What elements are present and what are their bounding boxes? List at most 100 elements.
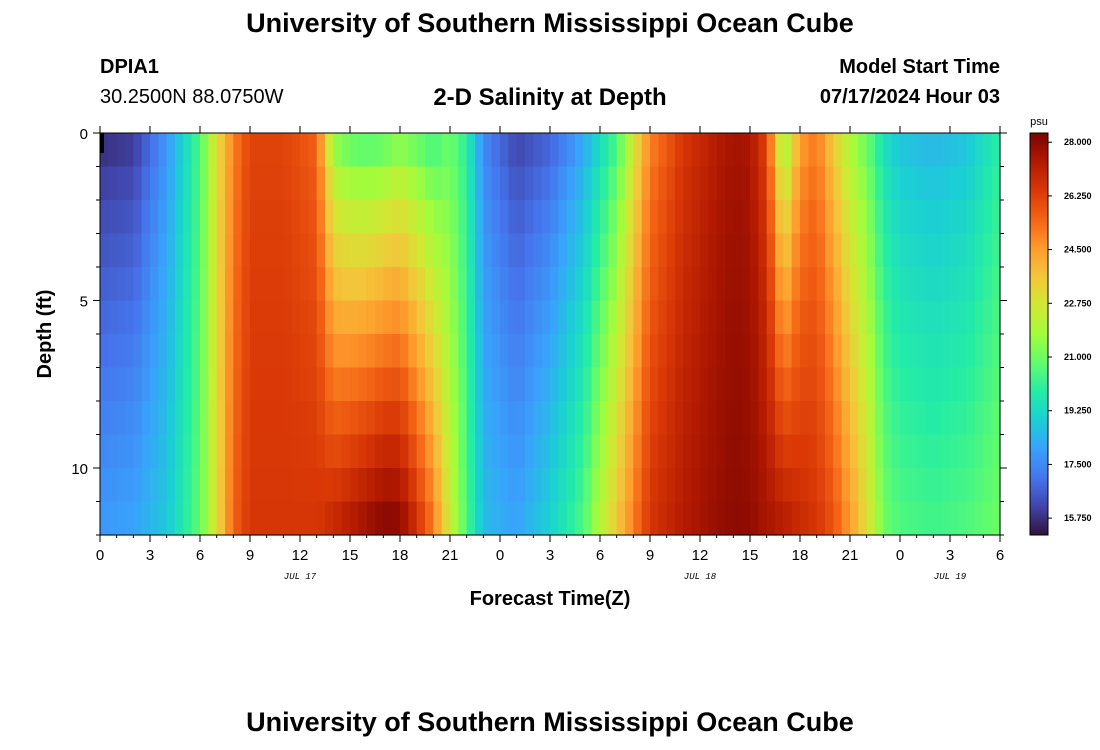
heatmap-cell xyxy=(808,233,818,268)
heatmap-cell xyxy=(916,367,926,402)
heatmap-cell xyxy=(500,401,509,436)
heatmap-cell xyxy=(675,401,684,436)
heatmap-cell xyxy=(375,133,384,168)
heatmap-cell xyxy=(650,233,659,268)
heatmap-cell xyxy=(816,233,826,268)
heatmap-cell xyxy=(708,401,718,436)
heatmap-cell xyxy=(783,166,793,201)
heatmap-cell xyxy=(775,367,784,402)
heatmap-cell xyxy=(108,133,118,168)
heatmap-cell xyxy=(191,267,201,302)
heatmap-cell xyxy=(408,401,418,436)
heatmap-cell xyxy=(925,501,934,536)
heatmap-cell xyxy=(216,133,226,168)
heatmap-cell xyxy=(583,200,593,235)
heatmap-cell xyxy=(350,401,359,436)
heatmap-cell xyxy=(766,334,776,369)
heatmap-cell xyxy=(241,133,251,168)
heatmap-cell xyxy=(141,133,151,168)
heatmap-cell xyxy=(500,166,509,201)
heatmap-cell xyxy=(533,267,543,302)
heatmap-cell xyxy=(975,401,984,436)
heatmap-cell xyxy=(733,233,743,268)
heatmap-cell xyxy=(375,300,384,335)
heatmap-cell xyxy=(791,300,801,335)
heatmap-cell xyxy=(225,267,234,302)
heatmap-cell xyxy=(983,501,993,536)
heatmap-cell xyxy=(183,233,193,268)
heatmap-cell xyxy=(766,501,776,536)
heatmap-cell xyxy=(508,166,518,201)
heatmap-cell xyxy=(575,334,584,369)
heatmap-cell xyxy=(583,434,593,469)
heatmap-cell xyxy=(991,501,1001,536)
heatmap-cell xyxy=(200,468,209,503)
heatmap-cell xyxy=(208,200,218,235)
heatmap-cell xyxy=(483,367,493,402)
heatmap-cell xyxy=(350,133,359,168)
heatmap-cell xyxy=(791,367,801,402)
heatmap-cell xyxy=(558,200,568,235)
heatmap-cell xyxy=(200,334,209,369)
heatmap-cell xyxy=(650,401,659,436)
heatmap-cell xyxy=(300,166,309,201)
heatmap-cell xyxy=(825,133,834,168)
heatmap-cell xyxy=(283,300,293,335)
heatmap-cell xyxy=(108,267,118,302)
heatmap-cell xyxy=(458,501,468,536)
heatmap-cell xyxy=(225,468,234,503)
heatmap-cell xyxy=(883,468,893,503)
heatmap-cell xyxy=(250,401,259,436)
heatmap-cell xyxy=(200,367,209,402)
heatmap-cell xyxy=(991,166,1001,201)
heatmap-cell xyxy=(941,200,951,235)
heatmap-cell xyxy=(633,166,643,201)
heatmap-cell xyxy=(775,233,784,268)
heatmap-cell xyxy=(783,501,793,536)
heatmap-cell xyxy=(433,300,443,335)
heatmap-cell xyxy=(500,501,509,536)
heatmap-cell xyxy=(783,468,793,503)
heatmap-cell xyxy=(458,334,468,369)
heatmap-cell xyxy=(191,200,201,235)
heatmap-cell xyxy=(483,200,493,235)
heatmap-cell xyxy=(400,401,409,436)
heatmap-cell xyxy=(691,267,701,302)
heatmap-cell xyxy=(500,367,509,402)
colorbar-tick-label: 22.750 xyxy=(1064,298,1092,308)
x-tick-label: 9 xyxy=(646,547,654,564)
heatmap-cell xyxy=(266,434,276,469)
heatmap-cell xyxy=(650,300,659,335)
heatmap-cell xyxy=(758,300,768,335)
heatmap-cell xyxy=(325,200,334,235)
heatmap-cell xyxy=(241,233,251,268)
heatmap-cell xyxy=(516,300,526,335)
heatmap-cell xyxy=(408,367,418,402)
heatmap-cell xyxy=(925,334,934,369)
heatmap-cell xyxy=(741,300,751,335)
heatmap-cell xyxy=(875,233,884,268)
heatmap-cell xyxy=(116,434,126,469)
heatmap-cell xyxy=(158,367,168,402)
heatmap-cell xyxy=(258,334,268,369)
heatmap-cell xyxy=(675,200,684,235)
heatmap-cell xyxy=(283,434,293,469)
heatmap-cell xyxy=(800,200,809,235)
heatmap-cell xyxy=(525,233,534,268)
heatmap-cell xyxy=(783,233,793,268)
heatmap-cell xyxy=(183,401,193,436)
heatmap-cell xyxy=(475,434,484,469)
heatmap-cell xyxy=(333,367,343,402)
heatmap-cell xyxy=(658,267,668,302)
heatmap-cell xyxy=(575,468,584,503)
heatmap-cell xyxy=(533,401,543,436)
heatmap-cell xyxy=(608,233,618,268)
colorbar-tick-label: 17.500 xyxy=(1064,459,1092,469)
heatmap-cell xyxy=(233,468,243,503)
heatmap-cell xyxy=(975,501,984,536)
heatmap-cell xyxy=(325,166,334,201)
heatmap-cell xyxy=(258,501,268,536)
heatmap-cell xyxy=(316,300,326,335)
heatmap-cell xyxy=(666,401,676,436)
heatmap-cell xyxy=(783,267,793,302)
